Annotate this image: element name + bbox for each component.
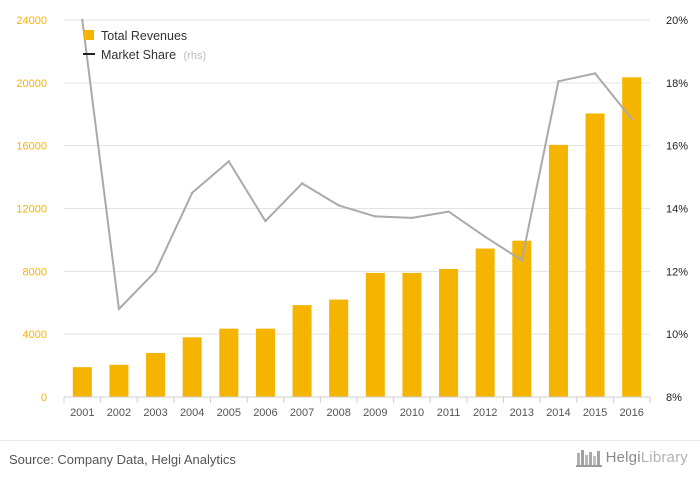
right-tick-label: 14% bbox=[666, 204, 688, 216]
right-tick-label: 18% bbox=[666, 78, 688, 90]
legend: Total Revenues Market Share (rhs) bbox=[83, 29, 206, 62]
bar bbox=[365, 272, 385, 397]
legend-label-total-revenues: Total Revenues bbox=[101, 29, 187, 43]
legend-swatch-total-revenues bbox=[84, 30, 94, 40]
x-tick-label: 2016 bbox=[619, 407, 643, 419]
grid-lines bbox=[64, 19, 650, 398]
bar bbox=[585, 113, 605, 397]
x-tick-label: 2012 bbox=[473, 407, 497, 419]
line-point bbox=[154, 270, 157, 273]
line-point bbox=[117, 307, 121, 311]
x-tick-label: 2004 bbox=[180, 407, 204, 419]
left-axis-ticks: 0 4000 8000 12000 16000 20000 24000 bbox=[16, 15, 47, 404]
bar bbox=[182, 337, 202, 397]
left-tick-label: 0 bbox=[41, 392, 47, 404]
line-point bbox=[300, 182, 304, 185]
line-point bbox=[447, 210, 450, 213]
bar-series bbox=[72, 77, 642, 397]
line-series bbox=[81, 18, 633, 311]
right-tick-label: 8% bbox=[666, 392, 682, 404]
x-tick-label: 2009 bbox=[363, 407, 387, 419]
x-tick-label: 2006 bbox=[253, 407, 277, 419]
bar bbox=[72, 367, 92, 397]
left-tick-label: 8000 bbox=[23, 266, 47, 278]
line-point bbox=[593, 72, 597, 75]
line-point bbox=[337, 204, 340, 207]
left-tick-label: 4000 bbox=[23, 329, 47, 341]
bar bbox=[109, 364, 129, 397]
right-tick-label: 20% bbox=[666, 15, 688, 27]
x-tick-label: 2007 bbox=[290, 407, 314, 419]
brand-name-part1: Helgi bbox=[605, 448, 641, 466]
bar bbox=[548, 144, 568, 397]
bookshelf-icon bbox=[575, 450, 602, 467]
x-tick-label: 2013 bbox=[510, 407, 534, 419]
right-axis-ticks: 8% 10% 12% 14% 16% 18% 20% bbox=[666, 15, 688, 404]
legend-label-market-share: Market Share (rhs) bbox=[101, 48, 206, 62]
x-tick-label: 2001 bbox=[70, 407, 94, 419]
left-tick-label: 24000 bbox=[16, 15, 47, 27]
line-point bbox=[81, 18, 84, 22]
legend-label-market-share-name: Market Share bbox=[101, 48, 176, 62]
x-tick-label: 2005 bbox=[217, 407, 241, 419]
right-tick-label: 12% bbox=[666, 266, 688, 278]
left-tick-label: 16000 bbox=[16, 141, 47, 153]
x-tick-label: 2008 bbox=[326, 407, 350, 419]
x-tick-label: 2002 bbox=[107, 407, 131, 419]
line-point bbox=[557, 80, 560, 83]
right-tick-label: 10% bbox=[666, 329, 688, 341]
chart: 0 4000 8000 12000 16000 20000 24000 8% 10% 12% 14… bbox=[16, 15, 688, 419]
bar bbox=[255, 328, 275, 397]
x-tick-label: 2003 bbox=[143, 407, 167, 419]
line-point bbox=[227, 160, 231, 163]
bar bbox=[146, 353, 166, 397]
left-tick-label: 20000 bbox=[16, 78, 47, 90]
line-point bbox=[374, 215, 377, 218]
x-tick-label: 2010 bbox=[400, 407, 424, 419]
legend-label-market-share-suffix: (rhs) bbox=[184, 50, 207, 62]
brand-logo: HelgiLibrary bbox=[575, 447, 688, 467]
x-axis: 2001 2002 2003 2004 2005 2006 2007 2008 2009 2010… bbox=[63, 396, 651, 419]
bar bbox=[219, 328, 239, 397]
brand-name-part2: Library bbox=[640, 448, 688, 466]
line-point bbox=[264, 219, 267, 223]
market-share-line bbox=[81, 19, 633, 310]
bar bbox=[622, 77, 642, 397]
x-tick-label: 2014 bbox=[546, 407, 570, 419]
line-point bbox=[410, 216, 414, 220]
bar bbox=[512, 240, 532, 397]
x-tick-label: 2011 bbox=[437, 407, 461, 419]
line-point bbox=[630, 117, 633, 121]
left-tick-label: 12000 bbox=[16, 204, 47, 216]
x-tick-label: 2015 bbox=[583, 407, 607, 419]
line-point bbox=[190, 191, 194, 194]
bar bbox=[329, 299, 349, 397]
bar bbox=[402, 272, 422, 397]
right-tick-label: 16% bbox=[666, 141, 688, 153]
line-point bbox=[483, 235, 487, 238]
line-point bbox=[520, 259, 524, 262]
bar bbox=[439, 268, 459, 397]
source-text: Source: Company Data, Helgi Analytics bbox=[9, 452, 236, 467]
bar bbox=[475, 248, 495, 397]
bar bbox=[292, 305, 312, 397]
